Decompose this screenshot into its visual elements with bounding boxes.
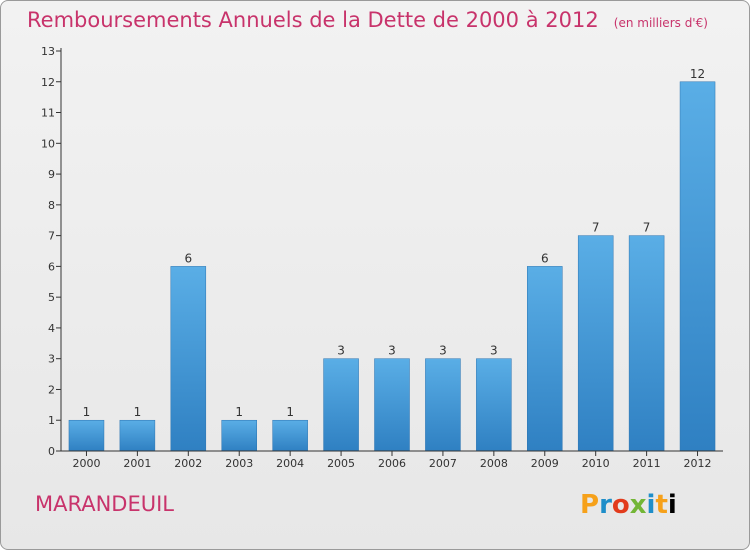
bar-value-label: 6 [541,251,549,265]
bar [527,266,563,452]
bar-value-label: 6 [184,251,192,265]
y-tick-label: 2 [48,383,55,396]
bar [679,81,716,452]
logo-letter: t [655,490,668,520]
y-tick-label: 10 [41,137,55,150]
bar-value-label: 7 [592,221,600,235]
x-tick-label: 2003 [225,457,253,470]
commune-name: MARANDEUIL [35,492,175,516]
x-tick-label: 2007 [429,457,457,470]
bar-value-label: 1 [83,405,91,419]
bar [577,235,614,452]
bar [221,419,257,452]
bar [628,235,665,452]
bar-value-label: 1 [134,405,142,419]
bar-value-label: 1 [235,405,243,419]
bar-value-label: 3 [490,344,498,358]
y-tick-label: 7 [48,230,55,243]
x-tick-label: 2004 [276,457,304,470]
x-tick-label: 2001 [123,457,151,470]
y-tick-label: 3 [48,353,55,366]
x-tick-label: 2012 [684,457,712,470]
x-tick-label: 2006 [378,457,406,470]
bars: 1 161 13 3 3 367 712 [68,67,716,452]
y-tick-label: 0 [48,445,55,458]
chart-title: Remboursements Annuels de la Dette de 20… [27,8,599,32]
x-axis: 2000 2001 2002 2003 2004 2005 2006 2007 2008 2009… [61,450,723,470]
bar [476,358,512,452]
bar-value-label: 3 [337,344,345,358]
logo-letter: o [611,490,630,520]
logo-letter: i [646,490,656,520]
bar-value-label: 3 [388,344,396,358]
x-tick-label: 2005 [327,457,355,470]
y-tick-label: 11 [41,107,55,120]
logo-letter: r [599,490,612,520]
chart-subtitle: (en milliers d'€) [613,16,708,30]
y-tick-label: 4 [48,322,55,335]
y-tick-label: 9 [48,168,55,181]
y-tick-label: 8 [48,199,55,212]
x-tick-label: 2000 [72,457,100,470]
bar [170,266,207,452]
bar-value-label: 1 [286,405,294,419]
y-tick-label: 13 [41,45,55,58]
logo-letter: x [629,490,647,520]
bar [68,419,105,452]
x-tick-label: 2011 [633,457,661,470]
x-tick-label: 2009 [531,457,559,470]
y-tick-label: 1 [48,414,55,427]
bar-value-label: 12 [690,67,705,81]
x-tick-label: 2008 [480,457,508,470]
y-tick-label: 6 [48,260,55,273]
bar [272,419,308,452]
y-tick-label: 12 [41,76,55,89]
bar-value-label: 3 [439,344,447,358]
x-tick-label: 2010 [582,457,610,470]
y-tick-label: 5 [48,291,55,304]
logo-letter: P [580,490,600,520]
bar-value-label: 7 [643,221,651,235]
chart-header: Remboursements Annuels de la Dette de 20… [27,8,708,32]
bar [374,358,410,452]
bar [323,358,359,452]
proxiti-logo: Proxiti [580,490,677,520]
logo-letter: i [667,490,677,520]
bar [425,358,461,452]
bar [119,419,156,452]
x-tick-label: 2002 [174,457,202,470]
